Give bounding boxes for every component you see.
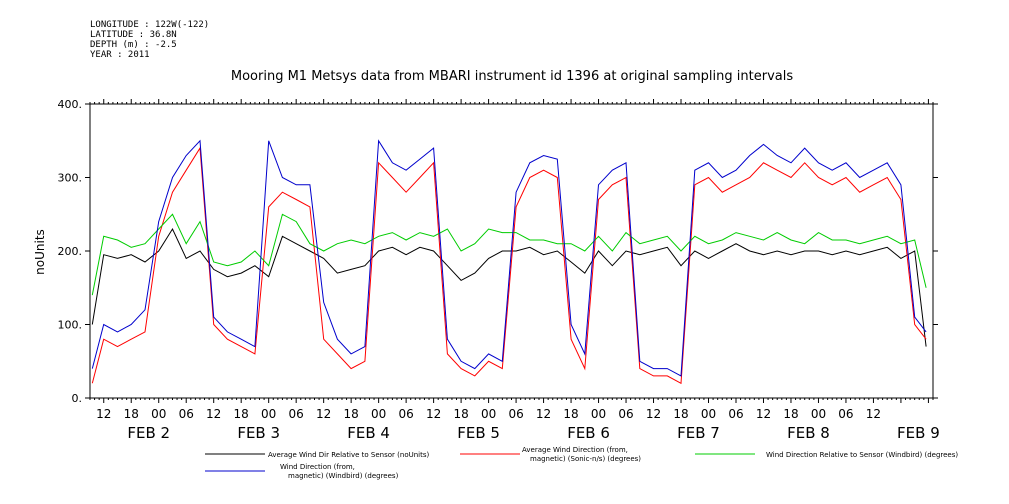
metadata-block: LONGITUDE : 122W(-122) LATITUDE : 36.8N … <box>90 20 209 60</box>
date-label: FEB 7 <box>677 424 720 442</box>
x-tick-label: 06 <box>728 407 743 421</box>
x-tick-label: 12 <box>646 407 661 421</box>
series-line-1 <box>91 227 927 347</box>
x-tick-label: 12 <box>426 407 441 421</box>
series-line-3 <box>91 213 927 296</box>
year-text: YEAR : 2011 <box>90 50 150 60</box>
x-tick-label: 06 <box>508 407 523 421</box>
series-line-4 <box>91 139 927 377</box>
date-label: FEB 9 <box>897 424 940 442</box>
legend: Average Wind Dir Relative to Sensor (noU… <box>205 446 958 480</box>
date-label: FEB 5 <box>457 424 500 442</box>
legend-label-3: Wind Direction Relative to Sensor (Windb… <box>766 451 958 459</box>
y-tick-label: 200. <box>58 245 83 258</box>
legend-label-4: Wind Direction (from, magnetic) (Windbird… <box>280 463 399 480</box>
x-tick-label: 00 <box>701 407 716 421</box>
x-tick-label: 12 <box>316 407 331 421</box>
date-label: FEB 2 <box>127 424 170 442</box>
date-label: FEB 6 <box>567 424 610 442</box>
x-tick-label: 12 <box>866 407 881 421</box>
x-tick-label: 00 <box>481 407 496 421</box>
x-tick-label: 18 <box>673 407 688 421</box>
latitude-text: LATITUDE : 36.8N <box>90 30 177 40</box>
depth-text: DEPTH (m) : -2.5 <box>90 40 177 50</box>
x-tick-label: 00 <box>811 407 826 421</box>
x-tick-label: 06 <box>618 407 633 421</box>
x-tick-label: 18 <box>344 407 359 421</box>
x-tick-label: 00 <box>261 407 276 421</box>
series-layer <box>91 139 927 385</box>
y-tick-label: 400. <box>58 98 83 111</box>
x-tick-label: 18 <box>234 407 249 421</box>
x-tick-label: 00 <box>591 407 606 421</box>
x-tick-label: 12 <box>96 407 111 421</box>
x-tick-label: 18 <box>124 407 139 421</box>
x-tick-label: 12 <box>756 407 771 421</box>
legend-label-1: Average Wind Dir Relative to Sensor (noU… <box>268 451 429 459</box>
longitude-text: LONGITUDE : 122W(-122) <box>90 20 210 30</box>
date-label: FEB 8 <box>787 424 830 442</box>
x-tick-label: 00 <box>151 407 166 421</box>
x-tick-label: 06 <box>289 407 304 421</box>
x-tick-label: 00 <box>371 407 386 421</box>
date-label: FEB 4 <box>347 424 390 442</box>
x-tick-label: 18 <box>563 407 578 421</box>
axes-layer: 0. 100. 200. 300. 400. 12 18 00 06 12 18 00 06 12 18 00… <box>58 98 940 442</box>
y-axis-label: noUnits <box>33 229 47 275</box>
chart-title: Mooring M1 Metsys data from MBARI instru… <box>231 69 793 84</box>
x-tick-label: 18 <box>453 407 468 421</box>
x-tick-label: 06 <box>838 407 853 421</box>
x-tick-label: 06 <box>179 407 194 421</box>
x-tick-label: 18 <box>783 407 798 421</box>
x-tick-label: 12 <box>536 407 551 421</box>
y-tick-label: 300. <box>58 172 83 185</box>
legend-label-2: Average Wind Direction (from, magnetic) (… <box>522 446 641 463</box>
y-tick-label: 100. <box>58 319 83 332</box>
y-tick-label: 0. <box>72 392 83 405</box>
series-line-2 <box>91 146 927 385</box>
x-tick-label: 06 <box>398 407 413 421</box>
date-label: FEB 3 <box>237 424 280 442</box>
x-tick-label: 12 <box>206 407 221 421</box>
